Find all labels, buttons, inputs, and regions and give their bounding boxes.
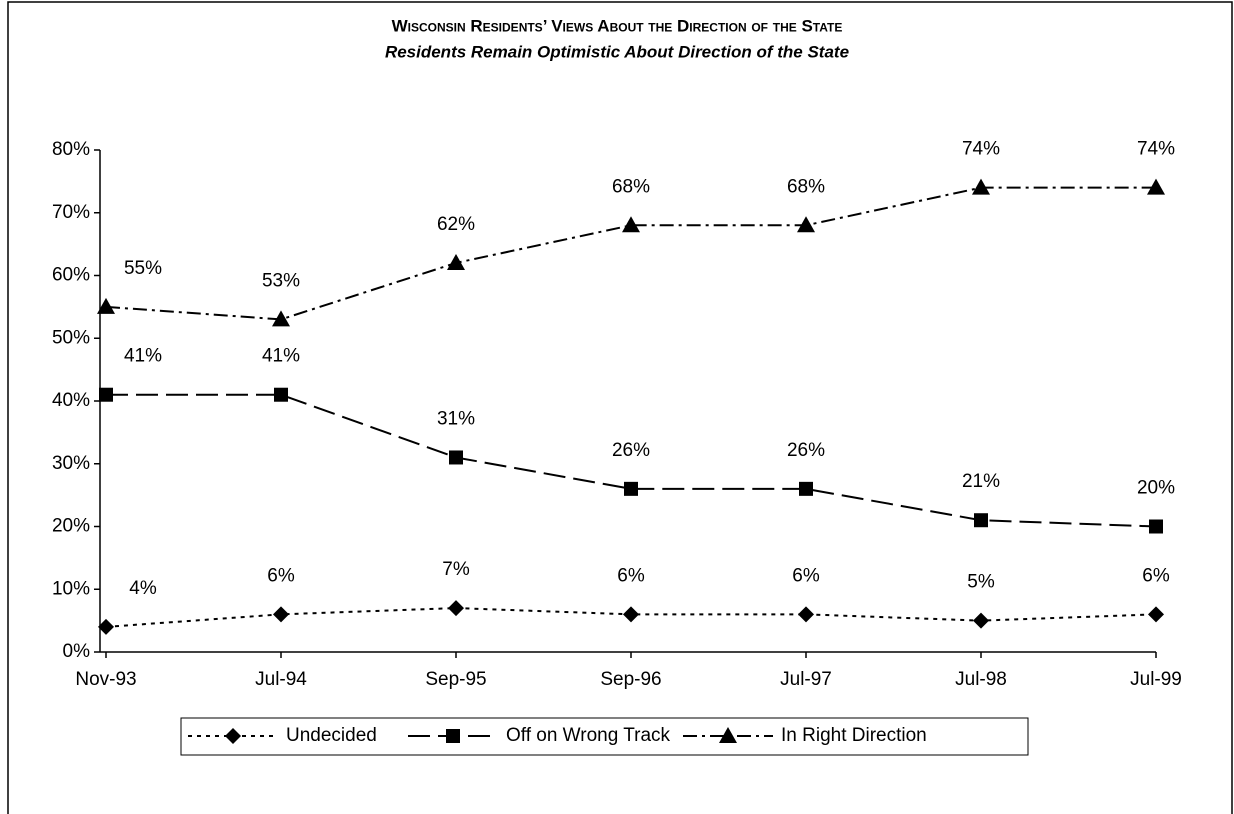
data-label: 7% xyxy=(442,559,470,580)
data-label: 41% xyxy=(124,346,162,367)
x-tick-label: Nov-93 xyxy=(75,669,136,690)
data-label: 20% xyxy=(1137,478,1175,499)
data-label: 68% xyxy=(612,176,650,197)
data-label: 62% xyxy=(437,214,475,235)
marker-square xyxy=(799,481,813,496)
data-label: 6% xyxy=(1142,565,1170,586)
data-label: 31% xyxy=(437,408,475,429)
data-label: 6% xyxy=(792,565,820,586)
marker-triangle xyxy=(1147,178,1165,195)
marker-diamond xyxy=(225,728,241,744)
legend-box xyxy=(180,717,1029,756)
y-tick-label: 30% xyxy=(52,453,90,474)
marker-triangle xyxy=(622,216,640,233)
y-tick-label: 70% xyxy=(52,202,90,223)
marker-square xyxy=(274,387,288,402)
marker-diamond xyxy=(973,612,989,629)
frame xyxy=(7,1,1233,814)
marker-diamond xyxy=(1148,606,1164,623)
x-tick-label: Jul-94 xyxy=(255,669,307,690)
marker-triangle xyxy=(719,727,737,743)
marker-triangle xyxy=(972,178,990,195)
data-label: 5% xyxy=(967,572,995,593)
marker-triangle xyxy=(97,297,115,314)
chart-title: Wisconsin Residents’ Views About the Dir… xyxy=(392,16,843,35)
x-tick-label: Jul-97 xyxy=(780,669,832,690)
y-tick-label: 50% xyxy=(52,327,90,348)
marker-diamond xyxy=(273,606,289,623)
marker-diamond xyxy=(98,618,114,635)
data-label: 21% xyxy=(962,471,1000,492)
x-tick-label: Jul-99 xyxy=(1130,669,1182,690)
x-tick-label: Sep-95 xyxy=(425,669,486,690)
data-label: 6% xyxy=(267,565,295,586)
series-line xyxy=(105,186,1156,321)
data-label: 53% xyxy=(262,270,300,291)
marker-square xyxy=(99,387,113,402)
marker-diamond xyxy=(623,606,639,623)
data-label: 6% xyxy=(617,565,645,586)
y-tick-label: 40% xyxy=(52,390,90,411)
marker-triangle xyxy=(272,310,290,327)
legend-label: In Right Direction xyxy=(781,725,927,746)
y-tick-label: 10% xyxy=(52,578,90,599)
legend-label: Off on Wrong Track xyxy=(506,725,671,746)
data-label: 68% xyxy=(787,176,825,197)
marker-square xyxy=(446,729,460,743)
data-label: 55% xyxy=(124,258,162,279)
marker-square xyxy=(1149,519,1163,534)
marker-diamond xyxy=(798,606,814,623)
y-tick-label: 0% xyxy=(63,641,91,662)
marker-diamond xyxy=(448,600,464,617)
marker-square xyxy=(974,513,988,528)
y-tick-label: 60% xyxy=(52,265,90,286)
marker-triangle xyxy=(447,253,465,270)
data-label: 74% xyxy=(1137,139,1175,160)
marker-square xyxy=(624,481,638,496)
data-label: 74% xyxy=(962,139,1000,160)
data-label: 41% xyxy=(262,346,300,367)
data-label: 26% xyxy=(787,440,825,461)
legend-label: Undecided xyxy=(286,725,377,746)
y-tick-label: 20% xyxy=(52,516,90,537)
x-tick-label: Jul-98 xyxy=(955,669,1007,690)
data-label: 4% xyxy=(129,578,157,599)
data-label: 26% xyxy=(612,440,650,461)
y-tick-label: 80% xyxy=(52,139,90,160)
chart-subtitle: Residents Remain Optimistic About Direct… xyxy=(385,42,849,61)
marker-triangle xyxy=(797,216,815,233)
x-tick-label: Sep-96 xyxy=(600,669,661,690)
marker-square xyxy=(449,450,463,465)
